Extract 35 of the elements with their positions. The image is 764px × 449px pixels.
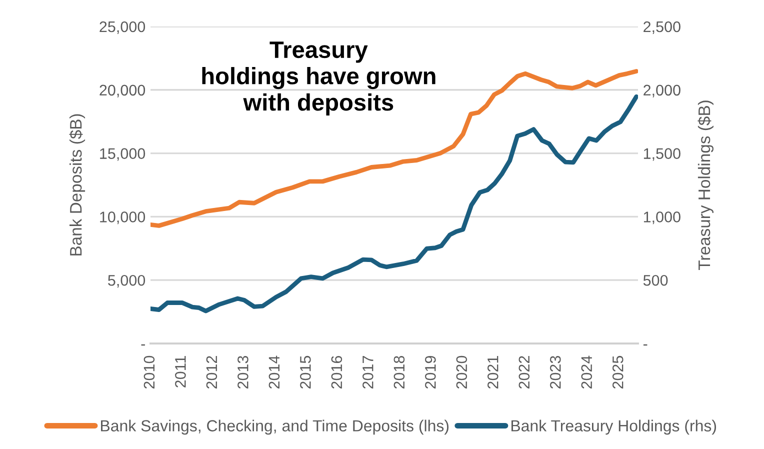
x-tick-label: 2025	[612, 356, 624, 389]
y-tick-label: 5,000	[108, 274, 146, 288]
x-tick-label: 2020	[456, 356, 468, 389]
y-tick-label: 20,000	[100, 84, 146, 98]
line-series	[150, 94, 638, 314]
text: Treasury holdings have grown with deposits	[202, 42, 436, 116]
legend-label: Bank Savings, Checking, and Time Deposits (lhs)	[101, 420, 449, 435]
x-tick-label: 2013	[238, 356, 248, 389]
x-tick-label: 2021	[487, 356, 498, 389]
x-tick-label: 2011	[175, 356, 186, 388]
y-axis-title: Bank Deposits ($B)	[69, 114, 86, 256]
x-tick-label: 2019	[425, 356, 436, 389]
y2-tick-label: 2,000	[644, 84, 680, 98]
y2-tick-label: 1,000	[644, 212, 680, 224]
legend-label: Bank Treasury Holdings (rhs)	[511, 420, 716, 435]
y-tick-label: 25,000	[100, 21, 146, 34]
x-tick-label: 2012	[206, 356, 218, 389]
x-tick-label: 2010	[144, 356, 155, 389]
x-tick-label: 2022	[518, 356, 530, 389]
x-tick-label: 2018	[394, 356, 405, 389]
y-tick-label: -	[141, 344, 145, 346]
y-tick-label: 15,000	[100, 148, 146, 161]
y2-tick-label: 1,500	[644, 148, 680, 161]
x-tick-label: 2023	[550, 356, 561, 389]
y2-axis-title: Treasury Holdings ($B)	[698, 100, 714, 270]
y2-tick-label: -	[643, 344, 648, 346]
x-tick-label: 2014	[268, 356, 280, 389]
x-tick-label: 2017	[362, 356, 374, 389]
y2-tick-label: 500	[643, 274, 668, 286]
line-series	[150, 69, 638, 228]
x-tick-label: 2015	[300, 356, 311, 389]
y2-tick-label: 2,500	[644, 21, 680, 34]
x-tick-label: 2024	[581, 356, 592, 389]
x-tick-label: 2016	[331, 356, 342, 389]
y-tick-label: 10,000	[100, 212, 146, 224]
